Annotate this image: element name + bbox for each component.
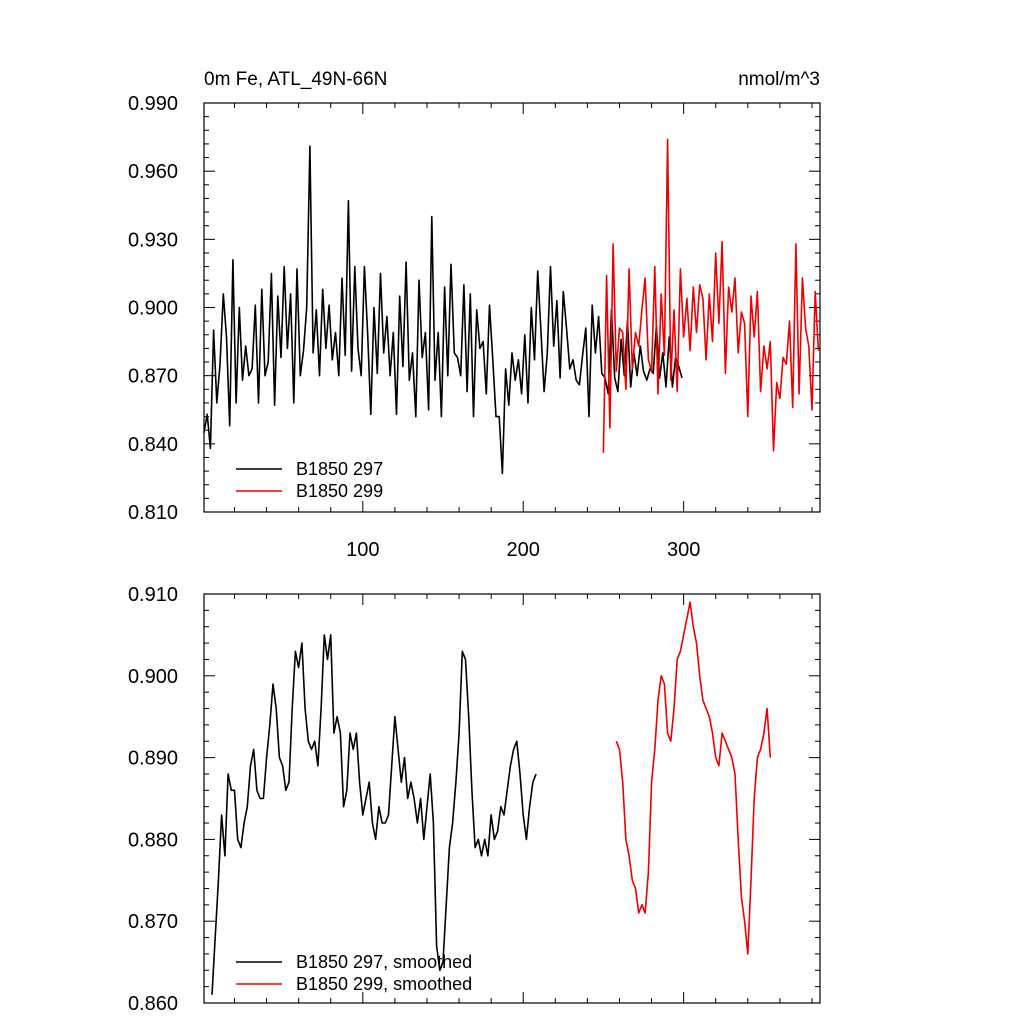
y-tick-label: 0.840 — [128, 434, 178, 456]
y-tick-label: 0.910 — [128, 584, 178, 606]
y-tick-label: 0.870 — [128, 911, 178, 933]
chart-panel-bottom: 0.860 0.870 0.880 0.890 0.900 0.910 B1850 297… — [128, 584, 821, 1015]
series-line-b1850-299 — [602, 138, 820, 453]
legend-label-b1850-299: B1850 299 — [296, 481, 383, 501]
axes-top: 0.810 0.840 0.870 0.900 0.930 0.960 0.990 100 20… — [128, 93, 821, 561]
legend-label-b1850-297-smoothed: B1850 297, smoothed — [296, 952, 472, 972]
x-tick-label: 200 — [507, 539, 540, 561]
y-tick-label: 0.810 — [128, 502, 178, 524]
series-line-b1850-299-smoothed — [615, 601, 772, 955]
x-tick-label: 300 — [667, 539, 700, 561]
legend-label-b1850-299-smoothed: B1850 299, smoothed — [296, 974, 472, 994]
x-tick-label: 100 — [346, 539, 379, 561]
chart-panel-top: 0m Fe, ATL_49N-66N nmol/m^3 0.8100.8400.… — [128, 69, 821, 561]
axes-bottom: 0.860 0.870 0.880 0.890 0.900 0.910 — [128, 584, 821, 1015]
plot-frame — [203, 593, 821, 1004]
y-tick-label: 0.960 — [128, 161, 178, 183]
y-tick-label: 0.900 — [128, 298, 178, 320]
series-layer-top — [203, 138, 820, 475]
legend-label-b1850-297: B1850 297 — [296, 459, 383, 479]
series-line-b1850-297-smoothed — [211, 634, 537, 995]
series-line-b1850-297 — [203, 145, 683, 475]
legend-bottom: B1850 297, smoothed B1850 299, smoothed — [236, 952, 472, 994]
units-label: nmol/m^3 — [738, 69, 820, 90]
legend-top: B1850 297 B1850 299 — [236, 459, 383, 501]
chart-title: 0m Fe, ATL_49N-66N — [204, 69, 387, 90]
series-layer-bottom — [211, 601, 772, 995]
y-tick-label: 0.900 — [128, 666, 178, 688]
y-tick-label: 0.860 — [128, 993, 178, 1015]
y-tick-label: 0.930 — [128, 229, 178, 251]
y-tick-label: 0.880 — [128, 829, 178, 851]
y-tick-label: 0.870 — [128, 366, 178, 388]
y-tick-label: 0.890 — [128, 748, 178, 770]
y-tick-label: 0.990 — [128, 93, 178, 115]
